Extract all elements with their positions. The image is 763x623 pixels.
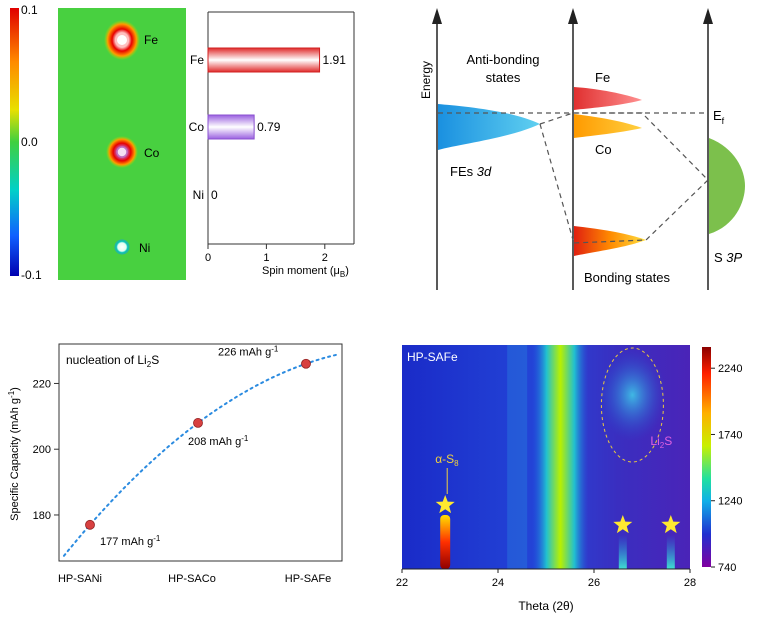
fe-atom-label: Fe [144,33,158,47]
bar-x-tick-label: 0 [205,252,211,264]
peak-star [613,515,633,534]
energy-arrow-left [432,8,442,24]
xrd-colorbar-tick-label: 740 [718,562,736,574]
s-3p-band [709,138,745,234]
capacity-point [85,519,95,530]
li2s-dashed-ellipse [600,347,664,463]
xrd-colorbar-tick-label: 2240 [718,363,742,375]
nucleation-annotation: nucleation of Li2S [66,353,159,369]
capacity-point-label: 226 mAh g-1 [218,345,279,359]
peak-star [435,495,455,514]
fe-band-label: Fe [595,70,610,85]
bar-x-axis-label: Spin moment (μB) [262,265,349,279]
antibonding-label-line2: states [486,70,521,85]
xrd-x-tick-label: 26 [588,577,600,589]
fe-band [574,87,642,110]
co-atom-label: Co [144,146,160,160]
orbital-energy-diagram: Energy Anti-bonding states Fe Co Ef FEs … [419,8,745,290]
energy-axis-label: Energy [419,61,433,99]
fermi-level-label: Ef [713,108,725,126]
fe-atom [115,33,129,47]
colorbar-mid-label: 0.0 [21,135,38,149]
hybridization-dashed-path [539,112,709,244]
capacity-y-tick-label: 200 [33,444,51,456]
xrd-x-tick-label: 22 [396,577,408,589]
spin-bar-co [207,114,255,140]
capacity-point-label: 177 mAh g-1 [100,534,161,548]
bar-x-tick-label: 2 [322,252,328,264]
xrd-colorbar-tick-label: 1740 [718,429,742,441]
capacity-y-tick-label: 220 [33,378,51,390]
xrd-panel-title: HP-SAFe [407,350,458,364]
capacity-y-axis-label: Specific Capacity (mAh g-1) [7,387,21,521]
colorbar-max-label: 0.1 [21,3,38,17]
spin-bar-fe [207,47,321,73]
li2s-glow [598,349,667,441]
xrd-colorbar-tick-label: 1240 [718,496,742,508]
fes-3d-band [438,104,540,150]
bar-category-label: Fe [190,53,204,67]
li2s-label: Li2S [650,434,672,450]
capacity-y-tick-label: 180 [33,510,51,522]
capacity-point [301,358,311,369]
capacity-plot-frame [58,343,343,562]
spin-density-panel: 0.1 0.0 -0.1 Fe Co Ni [10,3,186,282]
alpha-s8-peak [440,515,451,569]
bar-value-label: 0 [211,188,218,202]
colorbar-min-label: -0.1 [21,268,42,282]
bar-category-label: Co [189,120,205,134]
xrd-colorbar [702,347,711,567]
co-band-label: Co [595,142,612,157]
xrd-x-tick-label: 28 [684,577,696,589]
xrd-heatmap-panel: α-S8 Li2S 22 24 26 28 HP-SAFe Theta (2θ) 2240… [396,345,742,613]
s-3p-label: S 3P [714,250,743,265]
alpha-s8-label: α-S8 [435,452,459,468]
ni-atom-label: Ni [139,241,150,255]
peak-star [661,515,681,534]
capacity-category-label: HP-SACo [168,573,216,585]
xrd-x-axis-label: Theta (2θ) [518,599,573,613]
xrd-band-main [532,345,589,569]
peak-26-6 [618,535,627,569]
bar-value-label: 0.79 [257,120,281,134]
fes-3d-label: FEs 3d [450,164,492,179]
co-atom [116,146,128,158]
bar-category-label: Ni [193,188,204,202]
spin-moment-bar-chart: Fe 1.91 Co 0.79 Ni 0 0 1 2 Spin moment (μB) [189,11,355,279]
capacity-point [193,418,203,428]
energy-arrow-middle [568,8,578,24]
xrd-x-tick-label: 24 [492,577,504,589]
energy-arrow-right [703,8,713,24]
bonding-dashed-link [539,123,574,241]
capacity-point-label: 208 mAh g-1 [188,434,249,448]
antibonding-label-line1: Anti-bonding [467,52,540,67]
ni-atom [114,239,130,255]
capacity-category-label: HP-SAFe [285,573,331,585]
specific-capacity-chart: 180 200 220 177 mAh g-1 208 mAh g-1 226 mAh g… [7,343,343,585]
bar-value-label: 1.91 [323,53,347,67]
capacity-category-label: HP-SANi [58,573,102,585]
co-band [574,114,642,138]
spin-colorbar [10,8,19,276]
bonding-states-label: Bonding states [584,270,671,285]
bonding-band [574,226,646,256]
capacity-trend-line [63,353,337,557]
xrd-band-faint [507,345,528,569]
bar-x-tick-label: 1 [263,252,269,264]
peak-27-6 [666,535,675,569]
